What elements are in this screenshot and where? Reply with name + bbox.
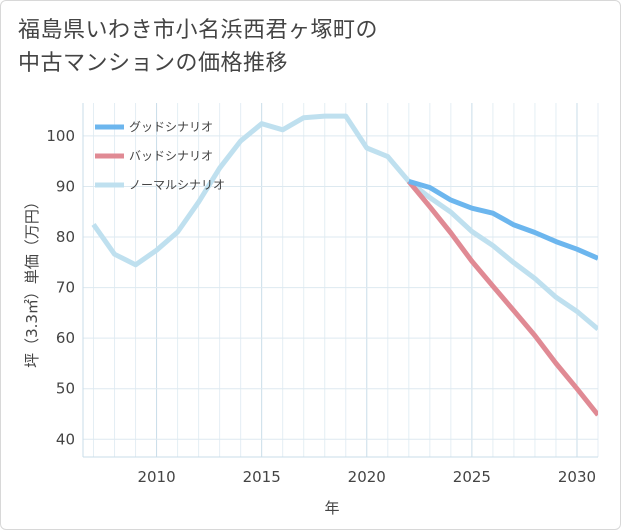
series-lines bbox=[91, 113, 598, 417]
y-tick-label: 80 bbox=[56, 228, 75, 246]
series-line-2 bbox=[91, 113, 598, 332]
x-axis-label: 年 bbox=[324, 499, 339, 517]
y-axis-ticks: 40 50 60 70 80 90 100 bbox=[46, 127, 75, 448]
series-line-0 bbox=[408, 178, 598, 261]
x-tick-label: 2025 bbox=[453, 468, 491, 486]
chart-title: 福島県いわき市小名浜西君ヶ塚町の 中古マンションの価格推移 bbox=[18, 14, 608, 80]
plot-area bbox=[83, 103, 598, 457]
y-tick-label: 70 bbox=[56, 279, 75, 297]
y-tick-label: 100 bbox=[46, 127, 75, 145]
legend-label: バッドシナリオ bbox=[129, 149, 213, 163]
x-axis-ticks: 2010 2015 2020 2025 2030 bbox=[137, 468, 596, 486]
y-tick-label: 90 bbox=[56, 177, 75, 195]
y-tick-label: 50 bbox=[56, 380, 75, 398]
x-tick-label: 2020 bbox=[348, 468, 386, 486]
grid bbox=[82, 103, 599, 458]
y-axis-label: 坪（3.3㎡）単価（万円） bbox=[23, 194, 41, 368]
y-tick-label: 60 bbox=[56, 329, 75, 347]
series-line-1 bbox=[406, 179, 598, 417]
y-tick-label: 40 bbox=[56, 430, 75, 448]
legend-label: グッドシナリオ bbox=[129, 120, 213, 134]
x-tick-label: 2015 bbox=[243, 468, 281, 486]
chart-title-line-2: 中古マンションの価格推移 bbox=[18, 51, 289, 76]
chart-title-line-1: 福島県いわき市小名浜西君ヶ塚町の bbox=[18, 18, 379, 43]
x-tick-label: 2010 bbox=[137, 468, 175, 486]
legend-label: ノーマルシナリオ bbox=[129, 178, 225, 192]
x-tick-label: 2030 bbox=[558, 468, 596, 486]
